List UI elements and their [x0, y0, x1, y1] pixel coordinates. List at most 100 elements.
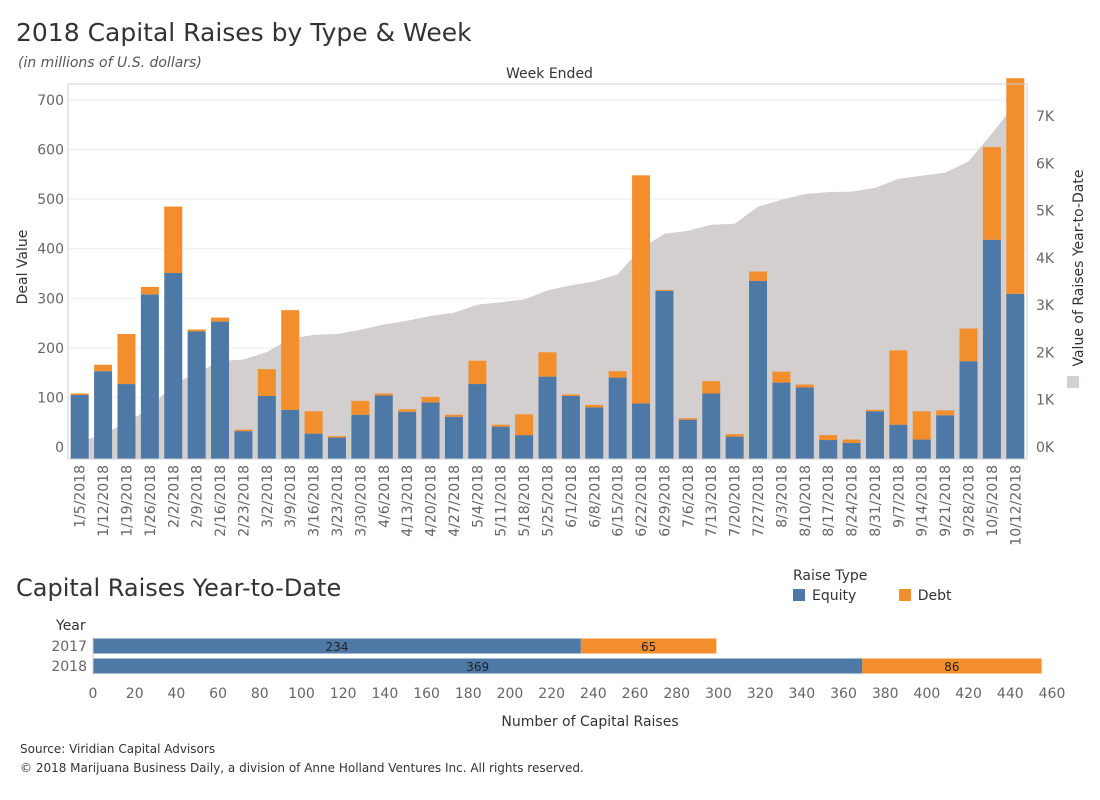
bar-debt: [982, 147, 1001, 240]
bar-equity: [585, 407, 604, 459]
bar-equity: [725, 436, 744, 459]
bar-equity: [678, 419, 697, 459]
x-tick-label: 3/9/2018: [283, 465, 299, 528]
y-tick-label: 300: [37, 291, 64, 307]
ytd-x-tick-label: 380: [872, 686, 899, 702]
bar-debt: [281, 310, 300, 410]
bar-equity: [257, 395, 276, 459]
y2-tick-label: 4K: [1036, 251, 1055, 267]
bar-debt: [257, 369, 276, 396]
bar-debt: [117, 333, 136, 385]
bar-equity: [234, 431, 253, 459]
x-tick-label: 3/23/2018: [330, 465, 346, 537]
bar-equity: [1006, 293, 1025, 459]
ytd-x-axis-title: Number of Capital Raises: [501, 714, 678, 730]
x-tick-label: 1/26/2018: [143, 465, 159, 537]
x-tick-label: 6/22/2018: [634, 465, 650, 537]
bar-debt: [678, 418, 697, 420]
year-axis-title: Year: [55, 618, 86, 634]
ytd-x-tick-label: 80: [251, 686, 269, 702]
x-tick-label: 7/6/2018: [681, 465, 697, 528]
bar-debt: [912, 411, 931, 440]
x-tick-label: 5/25/2018: [541, 465, 557, 537]
hbar-debt-label: 86: [944, 660, 959, 674]
bar-equity: [444, 416, 463, 459]
x-tick-label: 1/5/2018: [73, 465, 89, 528]
x-tick-label: 7/27/2018: [751, 465, 767, 537]
bar-equity: [374, 395, 393, 459]
legend-swatch-debt: [898, 589, 911, 601]
ytd-x-tick-label: 460: [1039, 686, 1066, 702]
bar-equity: [351, 414, 370, 459]
bar-debt: [211, 317, 230, 322]
x-tick-label: 2/9/2018: [190, 465, 206, 528]
hbar-equity-label: 369: [466, 660, 489, 674]
bar-equity: [304, 433, 323, 459]
ytd-x-tick-label: 220: [538, 686, 565, 702]
y2-tick-label: 6K: [1036, 156, 1055, 172]
x-tick-label: 4/13/2018: [400, 465, 416, 537]
year-label: 2017: [51, 639, 87, 655]
legend-label-equity: Equity: [812, 588, 857, 604]
x-tick-label: 6/15/2018: [611, 465, 627, 537]
bar-equity: [164, 273, 183, 459]
x-tick-label: 7/13/2018: [704, 465, 720, 537]
bar-debt: [1006, 78, 1025, 294]
ytd-x-tick-label: 420: [955, 686, 982, 702]
ytd-x-tick-label: 180: [455, 686, 482, 702]
x-tick-label: 6/29/2018: [657, 465, 673, 537]
legend-item-debt[interactable]: Debt: [898, 588, 952, 604]
x-tick-label: 6/1/2018: [564, 465, 580, 528]
bar-equity: [538, 376, 557, 459]
ytd-x-tick-label: 400: [914, 686, 941, 702]
legend-item-equity[interactable]: Equity: [793, 588, 856, 604]
bar-equity: [959, 361, 978, 459]
ytd-x-tick-label: 0: [89, 686, 98, 702]
bar-equity: [608, 377, 627, 459]
bar-equity: [70, 394, 89, 459]
bar-debt: [772, 371, 791, 383]
legend-label-debt: Debt: [917, 588, 952, 604]
y2-tick-label: 1K: [1036, 393, 1055, 409]
hbar-equity-label: 234: [325, 640, 348, 654]
x-tick-label: 2/16/2018: [213, 465, 229, 537]
bar-debt: [889, 350, 908, 425]
x-tick-label: 4/20/2018: [424, 465, 440, 537]
bar-debt: [234, 429, 253, 432]
ytd-x-tick-label: 240: [580, 686, 607, 702]
ytd-x-tick-label: 200: [497, 686, 524, 702]
ytd-x-tick-label: 440: [997, 686, 1024, 702]
ytd-legend-swatch: [1067, 376, 1079, 388]
ytd-raises-chart: Year 2017 234 65 2018 369 86 0 20 40 60 80 100 120 140…: [51, 618, 1066, 730]
weekly-raises-chart: 0 100 200 300 400 500 600 700 0K 1K 2K 3K 4K 5K 6K 7K 1/…: [15, 66, 1087, 546]
bar-debt: [140, 286, 159, 295]
bar-equity: [491, 426, 510, 459]
ytd-section-title: Capital Raises Year-to-Date: [16, 574, 342, 602]
ytd-x-tick-label: 40: [167, 686, 185, 702]
hbar-equity: [93, 638, 581, 654]
bar-debt: [819, 435, 838, 441]
x-tick-label: 4/6/2018: [377, 465, 393, 528]
bar-equity: [936, 415, 955, 459]
x-tick-label: 4/27/2018: [447, 465, 463, 537]
bar-debt: [959, 328, 978, 362]
bar-debt: [702, 381, 721, 394]
bar-debt: [468, 360, 487, 385]
ytd-x-tick-label: 160: [413, 686, 440, 702]
bar-equity: [632, 403, 651, 459]
x-tick-label: 9/7/2018: [891, 465, 907, 528]
x-tick-label: 8/3/2018: [774, 465, 790, 528]
bar-equity: [140, 294, 159, 459]
y2-tick-label: 7K: [1036, 109, 1055, 125]
hbar-debt: [580, 638, 717, 654]
bar-debt: [421, 396, 440, 403]
y-tick-label: 100: [37, 390, 64, 406]
x-tick-label: 1/19/2018: [119, 465, 135, 537]
y-tick-label: 700: [37, 93, 64, 109]
hbar-debt-label: 65: [641, 640, 656, 654]
bar-debt: [655, 289, 674, 291]
x-tick-label: 5/11/2018: [494, 465, 510, 537]
x-tick-label: 9/28/2018: [962, 465, 978, 537]
legend-title: Raise Type: [793, 568, 868, 584]
ytd-x-tick-label: 360: [830, 686, 857, 702]
